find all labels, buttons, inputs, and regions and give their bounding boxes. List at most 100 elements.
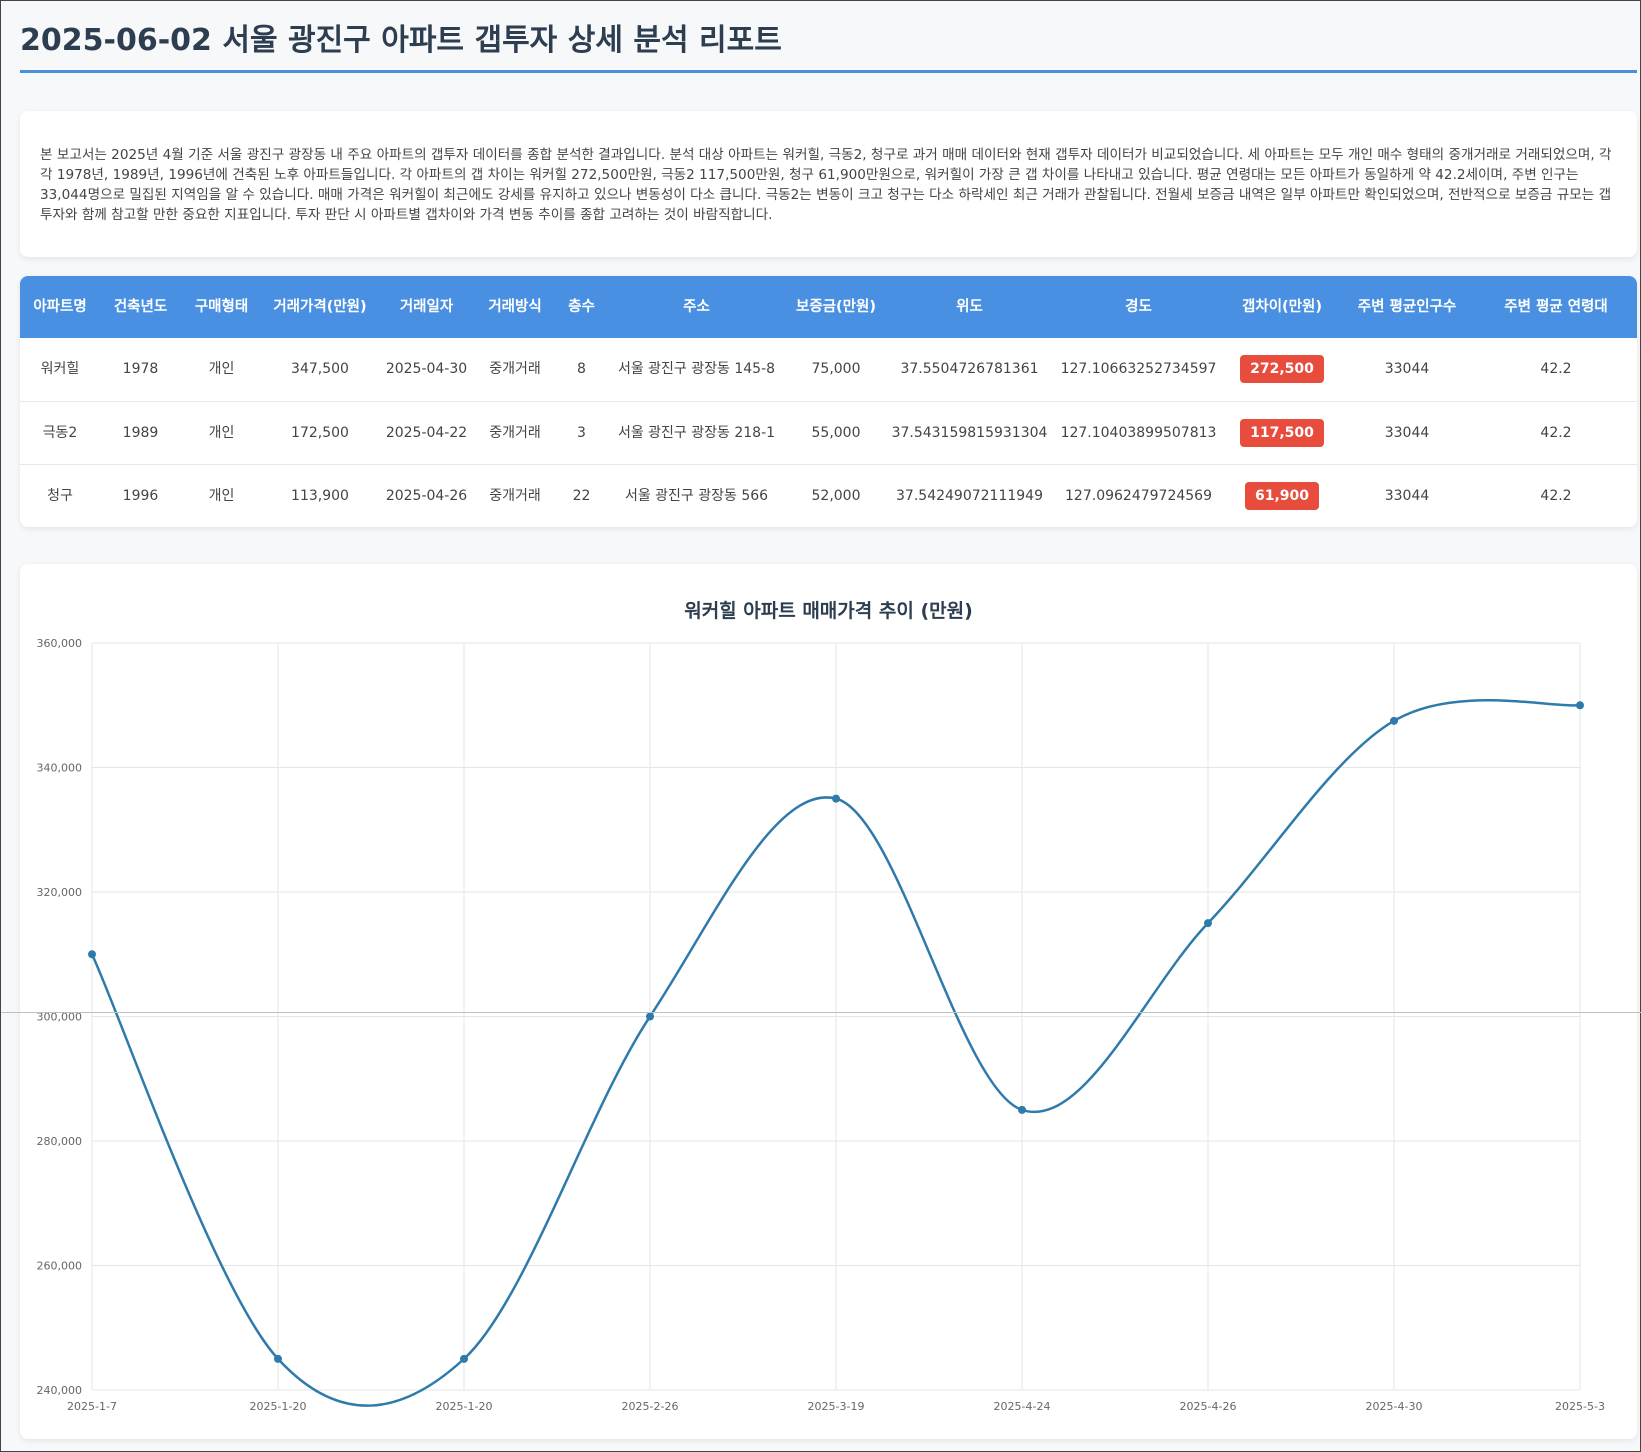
table-cell: 127.10663252734597: [1060, 361, 1217, 378]
column-header[interactable]: 주변 평균인구수: [1357, 298, 1457, 315]
x-tick-label: 2025-3-19: [808, 1400, 865, 1413]
table-cell: 1989: [122, 424, 159, 441]
table-cell: 172,500: [291, 424, 349, 441]
gap-cell: 61,900: [1225, 464, 1339, 527]
column-header[interactable]: 층수: [568, 298, 595, 315]
column-header[interactable]: 거래방식: [488, 298, 542, 315]
gap-cell: 272,500: [1225, 338, 1339, 401]
table-cell: 42.2: [1540, 487, 1572, 504]
data-point: [88, 950, 96, 959]
data-point: [1018, 1105, 1026, 1114]
table-cell: 42.2: [1540, 361, 1572, 378]
chart-title: 워커힐 아파트 매매가격 추이 (만원): [684, 600, 973, 622]
column-header[interactable]: 갭차이(만원): [1242, 298, 1322, 315]
table-cell: 워커힐: [40, 361, 80, 378]
table-cell: 42.2: [1540, 424, 1572, 441]
table-cell: 347,500: [291, 361, 349, 378]
y-tick-label: 360,000: [37, 637, 83, 650]
y-tick-label: 240,000: [37, 1384, 83, 1397]
price-chart-card: 워커힐 아파트 매매가격 추이 (만원) 360,000 340,000 320,0…: [20, 564, 1637, 1439]
column-header[interactable]: 경도: [1125, 298, 1152, 315]
y-tick-label: 300,000: [37, 1011, 83, 1024]
table-cell: 33044: [1384, 361, 1430, 378]
table-cell: 2025-04-22: [385, 424, 468, 441]
summary-card: 본 보고서는 2025년 4월 기준 서울 광진구 광장동 내 주요 아파트의 …: [20, 111, 1637, 257]
data-point: [646, 1012, 654, 1021]
y-tick-label: 260,000: [37, 1260, 83, 1273]
table-cell: 중개거래: [489, 361, 541, 378]
table-cell: 37.54249072111949: [896, 487, 1043, 504]
price-line-chart: 360,000 340,000 320,000 300,000 280,000 260,0…: [37, 637, 1605, 1413]
table-cell: 중개거래: [489, 487, 541, 504]
page-title: 2025-06-02 서울 광진구 아파트 갭투자 상세 분석 리포트: [20, 23, 782, 58]
horizontal-divider: [1, 1012, 1641, 1013]
data-point: [1390, 716, 1398, 725]
table-cell: 2025-04-30: [385, 361, 468, 378]
table-cell: 서울 광진구 광장동 566: [624, 487, 769, 504]
table-cell: 개인: [208, 361, 235, 378]
table-cell: 개인: [208, 487, 235, 504]
data-point: [832, 794, 840, 803]
x-tick-label: 2025-2-26: [622, 1400, 679, 1413]
table-cell: 2025-04-26: [385, 487, 468, 504]
gap-cell: 117,500: [1225, 401, 1339, 464]
x-tick-label: 2025-1-20: [436, 1400, 493, 1413]
table-cell: 22: [572, 487, 591, 504]
data-point: [1576, 701, 1584, 710]
x-tick-label: 2025-1-20: [250, 1400, 307, 1413]
column-header[interactable]: 주변 평균 연령대: [1504, 298, 1608, 315]
y-tick-label: 320,000: [37, 886, 83, 899]
gap-badge: 117,500: [1240, 418, 1324, 447]
table-row: 워커힐 1978 개인 347,500 2025-04-30 중개거래 8 서울 광진구 광장…: [20, 338, 1637, 401]
table-cell: 청구: [47, 487, 73, 504]
table-cell: 127.0962479724569: [1065, 487, 1212, 504]
data-point: [1204, 919, 1212, 928]
table-cell: 서울 광진구 광장동 145-8: [617, 361, 776, 378]
apartment-table-card: 아파트명 건축년도 구매형태 거래가격(만원) 거래일자 거래방식 층수 주소 보증금(만원) 위…: [20, 276, 1637, 527]
column-header[interactable]: 보증금(만원): [796, 298, 876, 315]
table-row: 극동2 1989 개인 172,500 2025-04-22 중개거래 3 서울 광진구 광장…: [20, 401, 1637, 464]
series-line: [90, 699, 1581, 1407]
apartment-table: 아파트명 건축년도 구매형태 거래가격(만원) 거래일자 거래방식 층수 주소 보증금(만원) 위…: [20, 276, 1637, 527]
data-point: [460, 1354, 468, 1363]
table-cell: 33044: [1384, 487, 1430, 504]
x-tick-label: 2025-5-3: [1555, 1400, 1605, 1413]
table-row: 청구 1996 개인 113,900 2025-04-26 중개거래 22 서울 광진구 광장…: [20, 464, 1637, 527]
column-header[interactable]: 거래일자: [399, 298, 454, 315]
column-header[interactable]: 구매형태: [194, 298, 249, 315]
x-tick-label: 2025-4-30: [1366, 1400, 1423, 1413]
column-header[interactable]: 주소: [683, 298, 710, 315]
column-header[interactable]: 위도: [956, 298, 983, 315]
gap-badge: 61,900: [1244, 481, 1320, 510]
table-cell: 개인: [208, 424, 235, 441]
table-cell: 33044: [1384, 424, 1430, 441]
y-tick-label: 340,000: [37, 762, 83, 775]
x-tick-label: 2025-4-26: [1180, 1400, 1237, 1413]
table-cell: 중개거래: [489, 424, 541, 441]
x-tick-label: 2025-1-7: [67, 1400, 117, 1413]
data-point: [274, 1354, 282, 1363]
table-cell: 75,000: [811, 361, 861, 378]
table-cell: 37.543159815931304: [891, 424, 1048, 441]
table-cell: 8: [577, 361, 586, 378]
column-header[interactable]: 아파트명: [33, 298, 87, 315]
table-cell: 3: [577, 424, 586, 441]
table-cell: 127.10403899507813: [1060, 424, 1217, 441]
table-cell: 1978: [122, 361, 159, 378]
table-cell: 극동2: [42, 424, 78, 441]
title-bar: 2025-06-02 서울 광진구 아파트 갭투자 상세 분석 리포트: [20, 19, 1637, 73]
table-cell: 113,900: [291, 487, 349, 504]
column-header[interactable]: 건축년도: [113, 298, 168, 315]
table-header-row: 아파트명 건축년도 구매형태 거래가격(만원) 거래일자 거래방식 층수 주소 보증금(만원) 위…: [20, 276, 1637, 338]
table-cell: 37.5504726781361: [900, 361, 1039, 378]
summary-text: 본 보고서는 2025년 4월 기준 서울 광진구 광장동 내 주요 아파트의 …: [40, 147, 1612, 223]
table-cell: 1996: [122, 487, 159, 504]
table-cell: 52,000: [811, 487, 861, 504]
table-cell: 55,000: [811, 424, 861, 441]
y-tick-label: 280,000: [37, 1135, 83, 1148]
table-cell: 서울 광진구 광장동 218-1: [617, 424, 776, 441]
x-tick-label: 2025-4-24: [994, 1400, 1051, 1413]
column-header[interactable]: 거래가격(만원): [273, 298, 367, 315]
gap-badge: 272,500: [1240, 355, 1324, 384]
